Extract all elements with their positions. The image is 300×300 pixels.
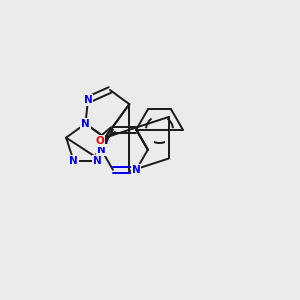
Text: N: N	[69, 155, 78, 166]
Text: N: N	[93, 155, 102, 166]
Text: N: N	[97, 145, 106, 155]
Text: N: N	[84, 95, 92, 105]
Text: N: N	[81, 118, 90, 129]
Text: N: N	[132, 165, 141, 175]
Text: N: N	[81, 118, 90, 129]
Text: O: O	[95, 136, 104, 146]
